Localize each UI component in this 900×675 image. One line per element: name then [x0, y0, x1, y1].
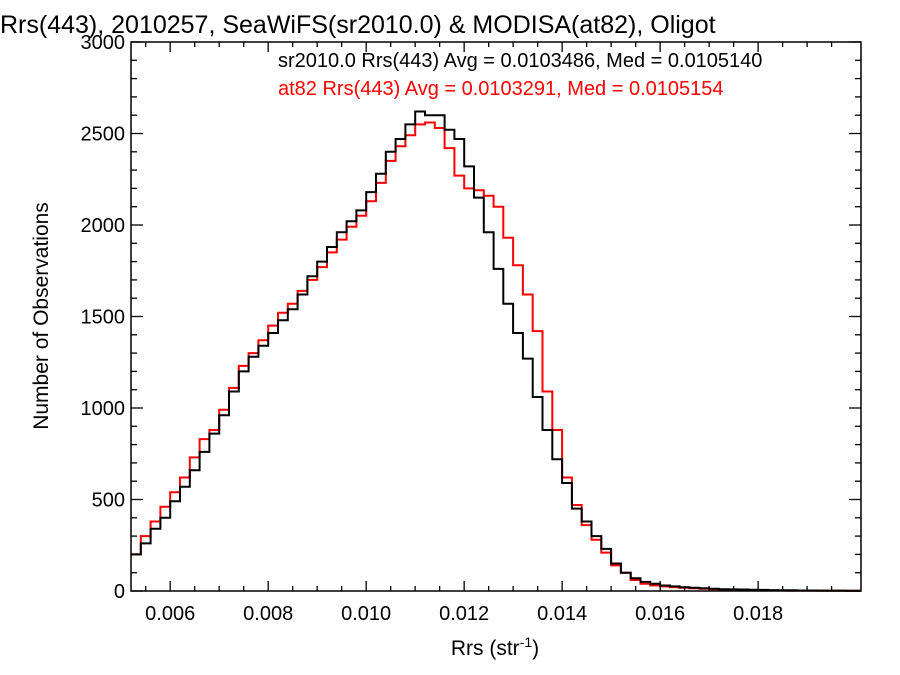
y-tick-label: 2500 — [81, 124, 126, 146]
series-layer — [131, 110, 861, 592]
y-tick-label: 3000 — [81, 32, 126, 54]
x-axis-label-main: Rrs (str — [451, 637, 520, 660]
series-line-at82 — [131, 121, 861, 592]
plot-frame — [130, 41, 862, 592]
y-tick-label: 1500 — [81, 307, 126, 329]
series-annotation-at82: at82 Rrs(443) Avg = 0.0103291, Med = 0.0… — [278, 78, 724, 100]
x-tick-label: 0.010 — [341, 603, 391, 625]
x-tick-label: 0.014 — [537, 603, 587, 625]
x-tick-label: 0.012 — [439, 603, 489, 625]
x-tick-label: 0.006 — [145, 603, 195, 625]
y-tick-label: 1000 — [81, 398, 126, 420]
x-axis-label: Rrs (str-1) — [451, 634, 539, 660]
y-tick-label: 500 — [92, 490, 125, 512]
y-tick-label: 2000 — [81, 215, 126, 237]
x-axis-label-suffix: ) — [532, 637, 539, 660]
series-annotation-sr2010: sr2010.0 Rrs(443) Avg = 0.0103486, Med =… — [278, 50, 762, 72]
chart-title: Rrs(443), 2010257, SeaWiFS(sr2010.0) & M… — [0, 11, 716, 39]
ticks-layer: 0.006 0.008 0.010 0.012 0.014 0.016 0.018 0 500 1… — [81, 32, 861, 625]
y-axis-label: Number of Observations — [30, 202, 53, 430]
x-tick-label: 0.018 — [733, 603, 783, 625]
x-axis-label-superscript: -1 — [520, 634, 533, 650]
y-tick-label: 0 — [114, 581, 125, 603]
x-tick-label: 0.016 — [635, 603, 685, 625]
series-line-sr20100 — [131, 110, 861, 592]
x-tick-label: 0.008 — [243, 603, 293, 625]
